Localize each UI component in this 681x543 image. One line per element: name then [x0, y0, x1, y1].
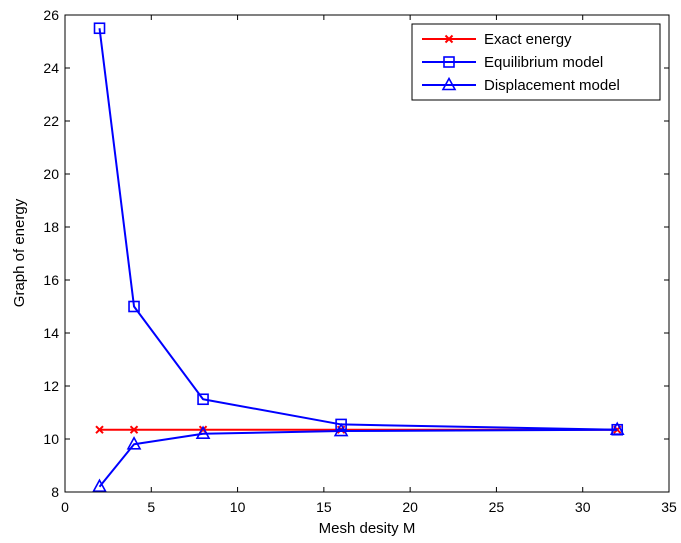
y-tick-label: 22 — [43, 113, 59, 129]
legend: Exact energy Equilibrium model Displacemen… — [411, 23, 661, 101]
x-tick-label: 30 — [575, 499, 591, 515]
data-point-1-1 — [128, 300, 140, 313]
y-tick-label: 14 — [43, 325, 59, 341]
x-tick-label: 35 — [661, 499, 677, 515]
data-point-1-0 — [93, 22, 106, 35]
legend-entry-1: Equilibrium model — [422, 54, 603, 71]
data-point-2-0 — [92, 478, 107, 492]
series-2 — [92, 421, 625, 492]
y-tick-label: 26 — [43, 7, 59, 23]
series-line-2 — [98, 428, 618, 488]
series-group — [92, 22, 625, 492]
data-point-0-1 — [129, 425, 139, 434]
data-point-2-3 — [333, 422, 349, 437]
y-tick-label: 18 — [43, 219, 59, 235]
y-tick-label: 12 — [43, 378, 59, 394]
data-point-2-4 — [609, 421, 625, 436]
x-tick-label: 10 — [230, 499, 246, 515]
x-tick-label: 15 — [316, 499, 332, 515]
x-tick-label: 20 — [402, 499, 418, 515]
data-point-1-2 — [197, 393, 209, 406]
y-tick-label: 10 — [43, 431, 59, 447]
data-point-0-0 — [95, 425, 104, 434]
y-tick-label: 24 — [43, 60, 59, 76]
legend-marker-2 — [441, 76, 457, 91]
plot-frame — [64, 14, 670, 493]
y-tick-label: 20 — [43, 166, 59, 182]
x-tick-label: 25 — [489, 499, 505, 515]
legend-label-0: Exact energy — [484, 31, 572, 48]
data-point-2-2 — [195, 425, 211, 439]
x-axis-label: Mesh desity M — [319, 520, 416, 537]
legend-marker-1 — [443, 56, 455, 68]
series-line-1 — [98, 28, 618, 431]
y-tick-label: 16 — [43, 272, 59, 288]
y-tick-label: 8 — [51, 484, 59, 500]
legend-marker-0 — [444, 34, 454, 44]
y-axis-label: Graph of energy — [11, 198, 28, 307]
data-point-1-3 — [335, 418, 347, 431]
legend-label-2: Displacement model — [484, 77, 620, 94]
x-tick-label: 5 — [147, 499, 155, 515]
legend-entry-0: Exact energy — [422, 31, 572, 48]
axis-ticks: 0 5 10 15 20 25 30 35 8 10 12 14 16 18 20 22 24 26 — [43, 7, 677, 515]
legend-entry-2: Displacement model — [422, 76, 620, 94]
legend-label-1: Equilibrium model — [484, 54, 603, 71]
x-tick-label: 0 — [61, 499, 69, 515]
data-point-2-1 — [126, 436, 142, 450]
